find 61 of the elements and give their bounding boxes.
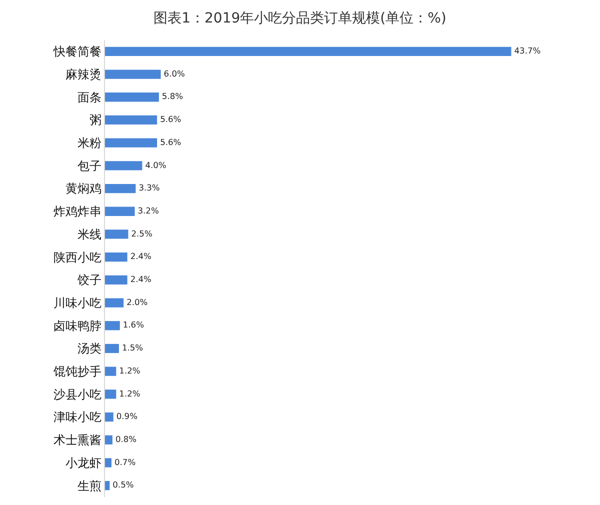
bar: [105, 458, 112, 468]
bar: [105, 390, 116, 399]
data-label: 6.0%: [164, 68, 185, 78]
data-label: 2.5%: [131, 228, 152, 238]
data-label: 1.2%: [119, 388, 140, 398]
bar: [105, 46, 512, 56]
data-label: 5.6%: [160, 136, 182, 147]
chart-title: 图表1：2019年小吃分品类订单规模(单位：%): [154, 10, 446, 26]
data-label: 1.6%: [122, 320, 144, 330]
data-label: 1.5%: [122, 342, 144, 353]
y-tick-label: 饺子: [76, 273, 102, 288]
y-tick-label: 炸鸡炸串: [54, 204, 102, 219]
bar: [105, 206, 135, 216]
data-label: 3.2%: [138, 205, 159, 216]
y-tick-label: 麻辣烫: [66, 67, 102, 82]
data-label: 5.8%: [162, 91, 184, 102]
bar: [105, 252, 128, 262]
y-tick-label: 津味小吃: [54, 410, 102, 424]
data-label: 2.0%: [126, 296, 148, 307]
y-tick-label: 米线: [78, 227, 102, 242]
data-label: 1.2%: [119, 365, 140, 376]
bar: [105, 275, 128, 284]
bar: [105, 161, 142, 170]
y-tick-label: 黄焖鸡: [66, 182, 102, 196]
y-tick-label: 粥: [90, 113, 102, 128]
data-label: 4.0%: [145, 160, 166, 170]
y-tick-label: 汤类: [78, 342, 102, 356]
y-tick-label: 陕西小吃: [54, 250, 102, 264]
bar: [105, 92, 159, 102]
data-label: 0.9%: [116, 411, 138, 422]
bar: [105, 435, 112, 444]
bar: [105, 230, 128, 239]
bar: [105, 70, 161, 79]
y-tick-label: 术士熏酱: [54, 433, 102, 448]
data-label: 2.4%: [130, 274, 152, 284]
y-tick-label: 面条: [78, 90, 102, 104]
y-tick-label: 米粉: [78, 136, 102, 150]
bar: [105, 344, 119, 354]
data-label: 3.3%: [138, 182, 160, 193]
bar: [105, 412, 114, 422]
y-tick-label: 生煎: [78, 478, 102, 493]
bar: [105, 298, 124, 308]
data-label: 43.7%: [514, 46, 541, 56]
bar: [105, 138, 158, 148]
y-tick-label: 卤味鸭脖: [54, 318, 102, 333]
y-tick-label: 快餐简餐: [52, 44, 102, 59]
y-tick-label: 小龙虾: [66, 456, 102, 470]
data-label: 2.4%: [130, 251, 152, 262]
bar: [105, 366, 116, 376]
data-label: 0.8%: [115, 434, 137, 444]
bar: [105, 481, 110, 490]
y-tick-label: 包子: [78, 158, 102, 173]
bar: [105, 184, 136, 194]
y-tick-label: 馄饨抄手: [52, 364, 102, 379]
bar: [105, 115, 158, 125]
data-label: 0.7%: [114, 456, 136, 467]
data-label: 5.6%: [160, 114, 182, 124]
data-label: 0.5%: [112, 480, 134, 490]
y-tick-label: 川味小吃: [54, 296, 102, 310]
bar: [105, 321, 120, 330]
y-tick-label: 沙县小吃: [54, 387, 102, 402]
